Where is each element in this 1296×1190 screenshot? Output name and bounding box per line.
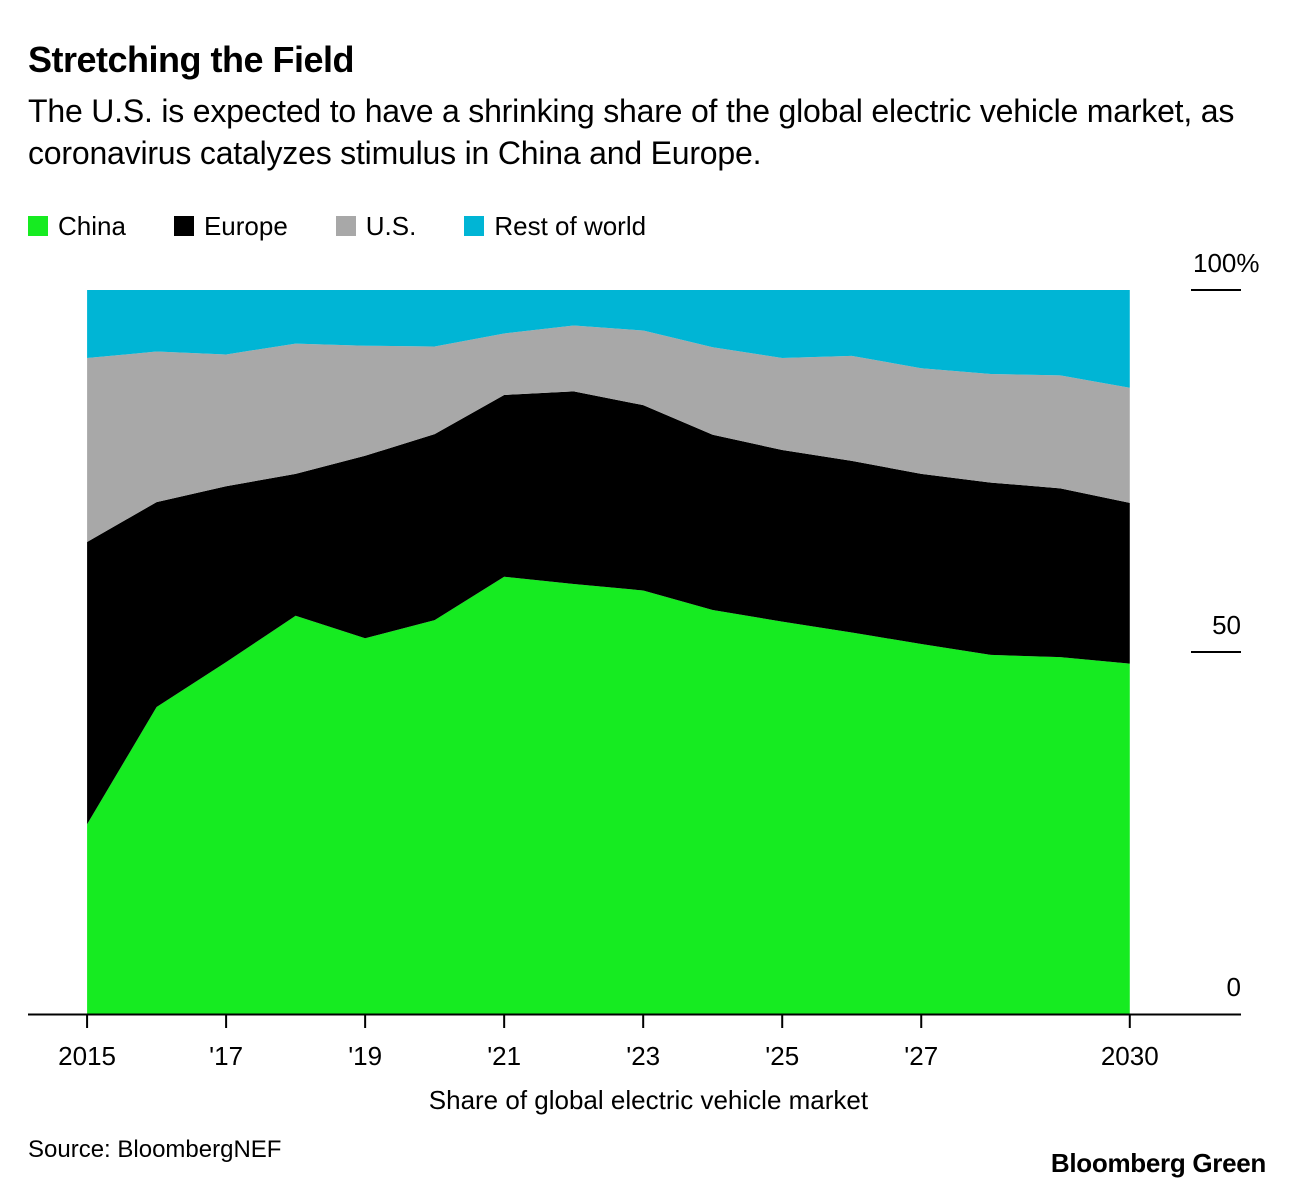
chart-title: Stretching the Field xyxy=(28,39,355,80)
legend-swatch-china xyxy=(28,216,48,236)
area-europe xyxy=(87,391,1130,825)
legend-label-rest-of-world: Rest of world xyxy=(494,211,647,241)
chart-areas xyxy=(87,290,1130,1014)
source-note: Source: BloombergNEF xyxy=(28,1136,282,1163)
y-tick-lines xyxy=(1191,289,1241,653)
chart-subtitle: The U.S. is expected to have a shrinking… xyxy=(28,93,1235,171)
legend-item-us: U.S. xyxy=(335,206,417,246)
legend-item-china: China xyxy=(28,206,126,246)
legend-item-europe: Europe xyxy=(173,206,288,246)
legend-label-europe: Europe xyxy=(203,211,288,241)
x-tick-label: '19 xyxy=(348,1041,382,1071)
x-tick-label: '25 xyxy=(765,1041,799,1071)
legend-swatch-europe xyxy=(173,216,194,236)
y-tick-label: 0 xyxy=(1227,972,1241,1002)
legend-label-china: China xyxy=(58,211,126,241)
x-ticks: 2015 '17 '19 '21 '23 '25 '27 2030 xyxy=(58,1014,1159,1071)
y-tick-label: 100% xyxy=(1193,248,1260,278)
legend: China Europe U.S. Rest of world xyxy=(28,206,694,246)
x-tick-label: '21 xyxy=(487,1041,521,1071)
area-u-s xyxy=(87,325,1130,542)
brand-logo: Bloomberg Green xyxy=(1050,1148,1266,1178)
legend-swatch-us xyxy=(335,216,356,236)
y-tick-label: 50 xyxy=(1212,610,1241,640)
area-rest-of-world xyxy=(87,290,1130,388)
legend-swatch-rest-of-world xyxy=(464,216,485,236)
legend-item-rest-of-world: Rest of world xyxy=(464,206,646,246)
x-axis-title: Share of global electric vehicle market xyxy=(429,1085,869,1115)
x-tick-label: 2030 xyxy=(1101,1041,1159,1071)
legend-label-us: U.S. xyxy=(365,211,417,241)
x-tick-label: '27 xyxy=(904,1041,938,1071)
x-tick-label: '17 xyxy=(209,1041,243,1071)
y-tick-labels: 100% 50 0 xyxy=(1193,248,1260,1002)
x-tick-label: 2015 xyxy=(58,1041,116,1071)
area-china xyxy=(87,576,1130,1014)
x-tick-label: '23 xyxy=(626,1041,660,1071)
